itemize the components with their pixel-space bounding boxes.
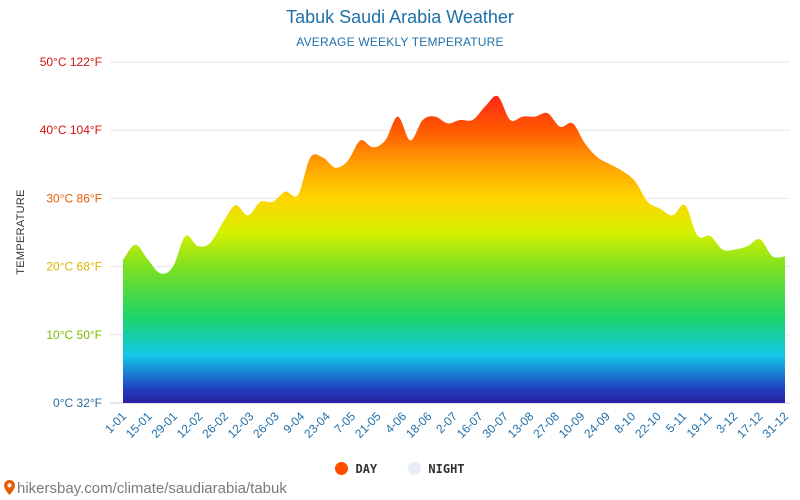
x-tick-label: 23-04 xyxy=(301,409,333,441)
source-url[interactable]: hikersbay.com/climate/saudiarabia/tabuk xyxy=(17,480,287,497)
x-tick-label: 24-09 xyxy=(581,409,613,441)
chart-title: Tabuk Saudi Arabia Weather xyxy=(286,7,514,27)
x-tick-label: 16-07 xyxy=(454,409,486,441)
x-tick-label: 17-12 xyxy=(734,409,766,441)
x-tick-label: 10-09 xyxy=(556,409,588,441)
y-tick-label: 10°C 50°F xyxy=(46,328,102,342)
legend-dot-night xyxy=(408,462,422,475)
x-tick-label: 27-08 xyxy=(530,409,562,441)
x-tick-label: 13-08 xyxy=(505,409,537,441)
chart-subtitle: AVERAGE WEEKLY TEMPERATURE xyxy=(296,35,504,49)
legend: DAY NIGHT xyxy=(0,462,800,476)
legend-dot-day xyxy=(335,462,349,475)
y-tick-label: 30°C 86°F xyxy=(46,191,102,205)
legend-label-night: NIGHT xyxy=(428,462,465,476)
legend-item-night[interactable]: NIGHT xyxy=(408,462,465,476)
x-tick-label: 30-07 xyxy=(479,409,511,441)
source-footer[interactable]: hikersbay.com/climate/saudiarabia/tabuk xyxy=(4,480,287,497)
x-tick-label: 21-05 xyxy=(352,409,384,441)
x-tick-label: 26-02 xyxy=(199,409,231,441)
x-tick-label: 31-12 xyxy=(760,409,792,441)
area-night xyxy=(123,239,785,403)
legend-item-day[interactable]: DAY xyxy=(335,462,377,476)
x-tick-label: 18-06 xyxy=(403,409,435,441)
x-tick-label: 22-10 xyxy=(632,409,664,441)
x-tick-label: 15-01 xyxy=(123,409,155,441)
y-tick-label: 0°C 32°F xyxy=(53,396,102,410)
x-tick-label: 26-03 xyxy=(250,409,282,441)
y-tick-label: 40°C 104°F xyxy=(40,123,102,137)
y-tick-label: 20°C 68°F xyxy=(46,260,102,274)
x-tick-label: 19-11 xyxy=(684,409,715,440)
x-tick-label: 12-02 xyxy=(174,409,206,441)
x-tick-label: 12-03 xyxy=(225,409,257,441)
location-pin-icon xyxy=(4,480,15,495)
x-tick-label: 29-01 xyxy=(148,409,180,441)
legend-label-day: DAY xyxy=(355,462,378,476)
y-tick-label: 50°C 122°F xyxy=(40,55,102,69)
